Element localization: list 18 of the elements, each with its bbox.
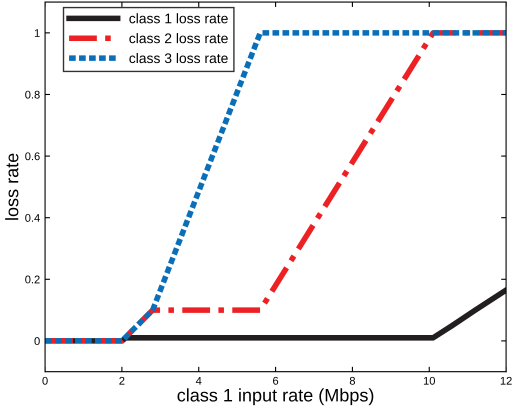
legend-label: class 1 loss rate bbox=[129, 13, 228, 24]
x-tick-label: 6 bbox=[273, 376, 278, 385]
x-axis-title: class 1 input rate (Mbps) bbox=[178, 388, 374, 406]
x-tick-label: 8 bbox=[350, 376, 356, 385]
legend-label: class 3 loss rate bbox=[129, 52, 228, 64]
y-tick-label: 0.4 bbox=[25, 214, 40, 222]
y-tick-label: 0.8 bbox=[25, 90, 40, 99]
y-tick-label: 0.6 bbox=[25, 152, 40, 160]
y-tick-label: 0 bbox=[34, 337, 40, 346]
x-tick-label: 10 bbox=[424, 376, 435, 385]
x-tick-label: 4 bbox=[196, 376, 202, 385]
x-tick-label: 12 bbox=[500, 376, 512, 385]
x-tick-label: 0 bbox=[42, 376, 48, 385]
y-tick-label: 1 bbox=[34, 29, 40, 37]
y-axis-title: loss rate bbox=[5, 154, 18, 220]
y-tick-label: 0.2 bbox=[25, 276, 40, 284]
legend-label: class 2 loss rate bbox=[129, 33, 228, 44]
x-tick-label: 2 bbox=[119, 376, 124, 385]
